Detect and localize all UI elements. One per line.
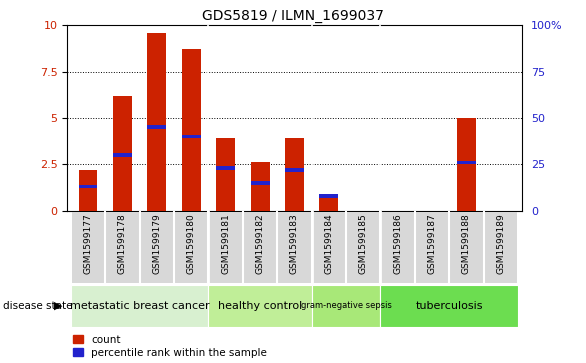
Text: GSM1599188: GSM1599188 — [462, 213, 471, 274]
Bar — [251, 181, 270, 185]
FancyBboxPatch shape — [380, 285, 518, 327]
FancyBboxPatch shape — [485, 212, 517, 284]
Bar — [216, 166, 235, 170]
Bar — [457, 118, 476, 211]
FancyBboxPatch shape — [450, 212, 483, 284]
Text: GSM1599177: GSM1599177 — [84, 213, 93, 274]
Text: GSM1599178: GSM1599178 — [118, 213, 127, 274]
FancyBboxPatch shape — [312, 285, 380, 327]
FancyBboxPatch shape — [381, 212, 414, 284]
FancyBboxPatch shape — [415, 212, 449, 284]
Text: ▶: ▶ — [54, 301, 63, 311]
Bar — [251, 162, 270, 211]
Text: GSM1599184: GSM1599184 — [325, 213, 333, 274]
Legend: count, percentile rank within the sample: count, percentile rank within the sample — [73, 335, 267, 358]
Bar — [182, 135, 201, 138]
Bar — [148, 33, 166, 211]
Bar — [79, 185, 97, 188]
Bar — [319, 194, 338, 197]
Text: gram-negative sepsis: gram-negative sepsis — [301, 301, 391, 310]
FancyBboxPatch shape — [71, 212, 104, 284]
Bar — [113, 153, 132, 157]
FancyBboxPatch shape — [347, 212, 380, 284]
FancyBboxPatch shape — [106, 212, 139, 284]
Text: GSM1599179: GSM1599179 — [152, 213, 161, 274]
FancyBboxPatch shape — [209, 212, 242, 284]
Bar — [285, 168, 304, 172]
FancyBboxPatch shape — [209, 285, 312, 327]
FancyBboxPatch shape — [312, 212, 345, 284]
FancyBboxPatch shape — [244, 212, 277, 284]
FancyBboxPatch shape — [140, 212, 173, 284]
Bar — [182, 49, 201, 211]
Bar — [148, 125, 166, 129]
Text: GSM1599182: GSM1599182 — [255, 213, 264, 274]
Text: tuberculosis: tuberculosis — [415, 301, 483, 311]
Bar — [457, 160, 476, 164]
Text: metastatic breast cancer: metastatic breast cancer — [70, 301, 209, 311]
FancyBboxPatch shape — [278, 212, 311, 284]
Text: GDS5819 / ILMN_1699037: GDS5819 / ILMN_1699037 — [202, 9, 384, 23]
Bar — [216, 138, 235, 211]
FancyBboxPatch shape — [175, 212, 208, 284]
Bar — [79, 170, 97, 211]
Text: healthy control: healthy control — [218, 301, 302, 311]
Text: GSM1599187: GSM1599187 — [428, 213, 437, 274]
Text: GSM1599189: GSM1599189 — [496, 213, 505, 274]
Text: GSM1599185: GSM1599185 — [359, 213, 368, 274]
Bar — [319, 194, 338, 211]
Text: GSM1599181: GSM1599181 — [221, 213, 230, 274]
Text: GSM1599186: GSM1599186 — [393, 213, 402, 274]
Text: GSM1599180: GSM1599180 — [187, 213, 196, 274]
Text: disease state: disease state — [3, 301, 73, 311]
Bar — [285, 138, 304, 211]
FancyBboxPatch shape — [71, 285, 209, 327]
Text: GSM1599183: GSM1599183 — [290, 213, 299, 274]
Bar — [113, 96, 132, 211]
